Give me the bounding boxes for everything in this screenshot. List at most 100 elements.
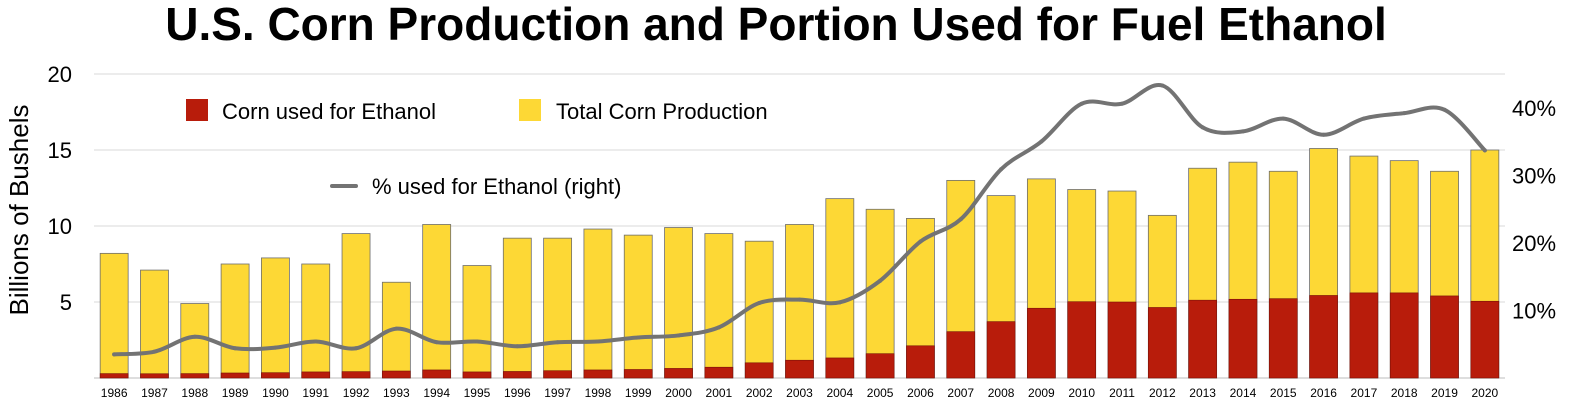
- bar-total-corn: [583, 228, 613, 379]
- y-tick-label: 5: [60, 290, 72, 315]
- percent-point: [918, 239, 923, 244]
- percent-point: [555, 340, 560, 345]
- x-tick-label: 2019: [1431, 386, 1458, 400]
- y2-tick-label: 10%: [1512, 298, 1556, 323]
- bar-total-corn: [462, 265, 492, 379]
- bars: [99, 148, 1500, 379]
- bar-ethanol: [1268, 298, 1298, 379]
- x-tick-label: 2004: [826, 386, 853, 400]
- x-tick-label: 1996: [504, 386, 531, 400]
- x-tick-label: 2012: [1149, 386, 1176, 400]
- bar-ethanol: [1027, 307, 1056, 379]
- bar-ethanol: [543, 370, 572, 379]
- legend-swatch-ethanol: [186, 99, 208, 121]
- bar-total-corn: [502, 237, 532, 379]
- x-tick-label: 2010: [1068, 386, 1095, 400]
- x-tick-label: 2018: [1391, 386, 1418, 400]
- x-tick-label: 2014: [1230, 386, 1257, 400]
- bar-ethanol: [1309, 295, 1338, 379]
- bar-ethanol: [301, 371, 331, 379]
- bar-ethanol: [180, 373, 210, 379]
- y2-tick-label: 20%: [1512, 231, 1556, 256]
- x-tick-label: 1999: [625, 386, 652, 400]
- bar-ethanol: [664, 368, 693, 379]
- bar-ethanol: [1470, 300, 1500, 379]
- percent-point: [273, 345, 278, 350]
- x-tick-label: 1989: [222, 386, 249, 400]
- x-tick-label: 1993: [383, 386, 410, 400]
- legend-label-total: Total Corn Production: [556, 99, 768, 124]
- bar-ethanol: [502, 371, 532, 379]
- percent-point: [233, 346, 238, 351]
- x-tick-label: 2008: [988, 386, 1015, 400]
- y2-tick-label: 40%: [1512, 96, 1556, 121]
- bar-ethanol: [946, 331, 976, 379]
- bar-total-corn: [301, 263, 331, 379]
- bar-ethanol: [462, 371, 492, 379]
- x-tick-label: 2000: [665, 386, 692, 400]
- bar-ethanol: [785, 359, 814, 379]
- percent-point: [1321, 132, 1326, 137]
- x-tick-label: 1994: [423, 386, 450, 400]
- bar-ethanol: [865, 353, 895, 379]
- bar-ethanol: [1188, 299, 1217, 379]
- x-tick-label: 2017: [1351, 386, 1378, 400]
- percent-point: [676, 333, 681, 338]
- bar-total-corn: [220, 263, 250, 379]
- x-tick-label: 2015: [1270, 386, 1297, 400]
- bar-total-corn: [261, 257, 290, 379]
- percent-point: [394, 326, 399, 331]
- percent-point: [192, 334, 197, 339]
- percent-point: [1200, 125, 1205, 130]
- x-tick-label: 2020: [1471, 386, 1498, 400]
- bar-ethanol: [986, 321, 1016, 379]
- bar-total-corn: [341, 233, 371, 379]
- percent-point: [757, 301, 762, 306]
- legend-label-percent: % used for Ethanol (right): [372, 174, 621, 199]
- bar-ethanol: [744, 362, 774, 379]
- x-tick-label: 1990: [262, 386, 289, 400]
- percent-point: [1281, 116, 1286, 121]
- x-tick-label: 2006: [907, 386, 934, 400]
- bar-total-corn: [865, 208, 895, 379]
- bar-ethanol: [220, 372, 250, 379]
- percent-point: [434, 340, 439, 345]
- bar-ethanol: [341, 371, 371, 379]
- percent-point: [999, 167, 1004, 172]
- bar-total-corn: [422, 224, 452, 379]
- y2-axis-ticks: 10% 20% 30% 40%: [1512, 96, 1556, 324]
- percent-point: [1120, 101, 1125, 106]
- percent-point: [1039, 139, 1044, 144]
- chart-title: U.S. Corn Production and Portion Used fo…: [165, 0, 1387, 50]
- bar-total-corn: [623, 234, 653, 379]
- x-axis-ticks: 1986 1987 1988 1989 1990 1991 1992 1993 1994 1995…: [101, 386, 1499, 400]
- percent-point: [958, 217, 963, 222]
- x-tick-label: 1997: [544, 386, 571, 400]
- y2-tick-label: 30%: [1512, 163, 1556, 188]
- y-tick-label: 20: [48, 62, 72, 87]
- bar-ethanol: [422, 369, 451, 379]
- x-tick-label: 1987: [141, 386, 168, 400]
- x-tick-label: 2003: [786, 386, 813, 400]
- y-tick-label: 10: [48, 214, 72, 239]
- bar-total-corn: [543, 237, 573, 379]
- x-tick-label: 1988: [181, 386, 208, 400]
- bar-total-corn: [825, 198, 855, 379]
- x-tick-label: 2001: [706, 386, 733, 400]
- percent-point: [152, 349, 157, 354]
- percent-point: [595, 339, 600, 344]
- bar-ethanol: [382, 370, 411, 379]
- bar-total-corn: [140, 269, 169, 379]
- percent-point: [1361, 116, 1366, 121]
- bar-total-corn: [664, 227, 693, 379]
- x-tick-label: 2011: [1109, 386, 1135, 400]
- percent-point: [1442, 107, 1447, 112]
- bar-ethanol: [1349, 292, 1379, 379]
- y-axis-label: Billions of Bushels: [4, 105, 34, 316]
- bar-ethanol: [1107, 301, 1137, 379]
- bar-ethanol: [1389, 292, 1419, 379]
- percent-point: [878, 278, 883, 283]
- percent-point: [636, 335, 641, 340]
- x-tick-label: 2007: [947, 386, 974, 400]
